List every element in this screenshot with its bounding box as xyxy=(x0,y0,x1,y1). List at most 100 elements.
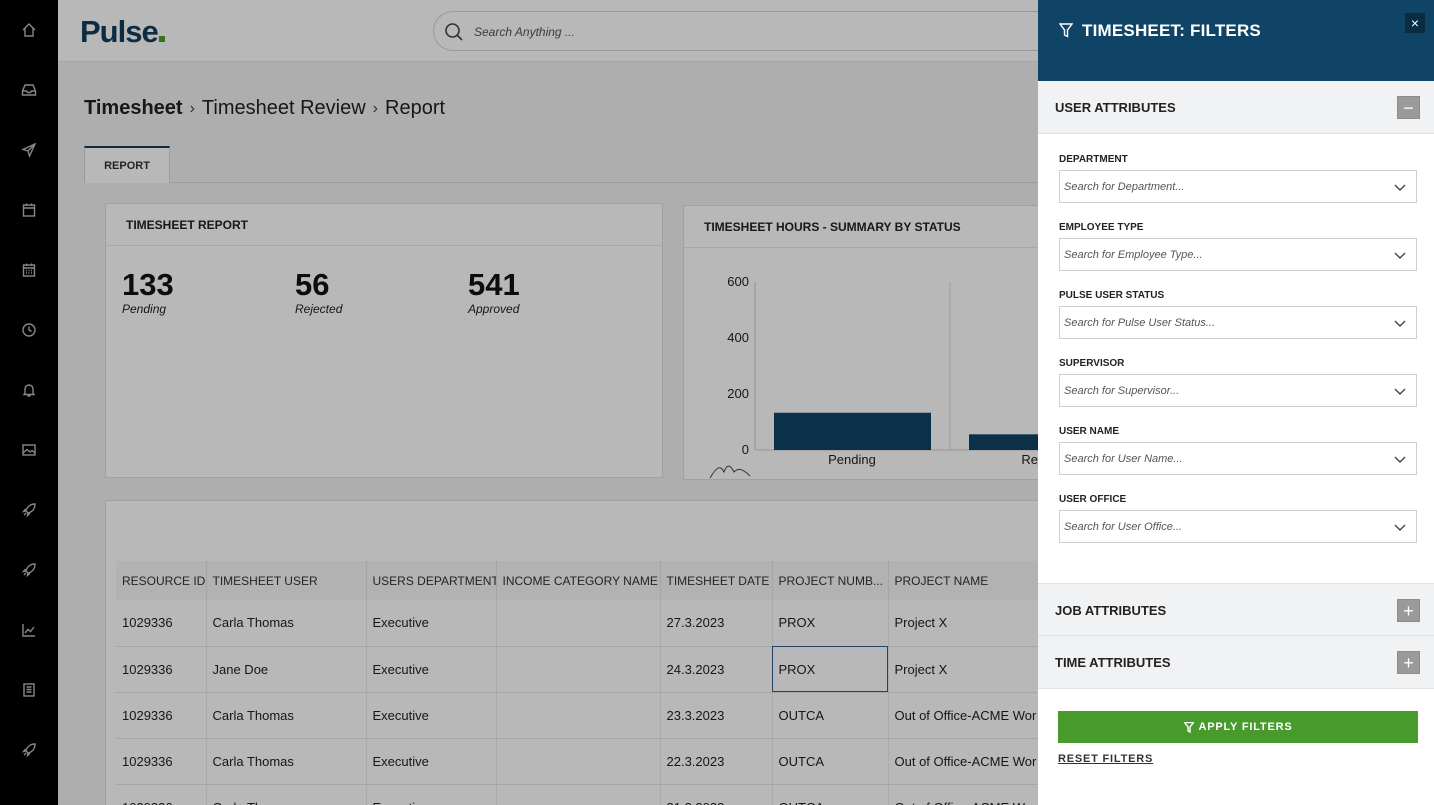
table-cell[interactable] xyxy=(496,600,661,647)
table-cell[interactable]: PROX xyxy=(772,646,889,693)
chevron-right-icon: › xyxy=(189,99,195,117)
nav-home[interactable] xyxy=(0,10,58,50)
table-cell[interactable]: Jane Doe xyxy=(206,646,367,693)
job-attributes-section[interactable]: JOB ATTRIBUTES + xyxy=(1038,583,1434,636)
expand-toggle[interactable]: + xyxy=(1397,599,1420,622)
apply-filters-button[interactable]: APPLY FILTERS xyxy=(1058,711,1418,743)
modal-backdrop[interactable] xyxy=(0,0,1038,805)
breadcrumb-root[interactable]: Timesheet xyxy=(84,97,183,119)
table-cell[interactable]: 21.3.2023 xyxy=(660,784,773,805)
table-cell[interactable]: Executive xyxy=(366,738,497,785)
chevron-down-icon xyxy=(1394,320,1406,327)
table-cell[interactable]: Carla Thomas xyxy=(206,738,367,785)
table-cell[interactable]: 1029336 xyxy=(116,738,207,785)
search-input[interactable] xyxy=(474,21,1074,43)
breadcrumb-level2[interactable]: Timesheet Review xyxy=(201,97,366,119)
user-attributes-section[interactable]: USER ATTRIBUTES − xyxy=(1038,81,1434,134)
nav-media[interactable] xyxy=(0,430,58,470)
table-cell[interactable]: PROX xyxy=(772,600,889,647)
bar-chart: 6004002000PendingRejected xyxy=(709,274,1102,479)
nav-send[interactable] xyxy=(0,130,58,170)
stat-approved: 541 Approved xyxy=(468,268,520,317)
table-cell[interactable]: Carla Thomas xyxy=(206,600,367,647)
close-button[interactable]: × xyxy=(1405,13,1425,33)
table-cell[interactable]: Out of Office-ACME Wor xyxy=(888,692,1049,739)
nav-launch-1[interactable] xyxy=(0,490,58,530)
collapse-toggle[interactable]: − xyxy=(1397,96,1420,119)
table-cell[interactable]: 1029336 xyxy=(116,692,207,739)
table-cell[interactable] xyxy=(496,646,661,693)
filter-search-input[interactable] xyxy=(1064,518,1374,536)
pulse-logo[interactable]: Pulse xyxy=(80,14,165,50)
filter-search-input[interactable] xyxy=(1064,382,1374,400)
reset-filters-link[interactable]: RESET FILTERS xyxy=(1058,753,1154,765)
section-title: USER ATTRIBUTES xyxy=(1055,100,1176,115)
filter-dropdown[interactable] xyxy=(1059,170,1417,203)
y-tick-label: 200 xyxy=(727,386,749,401)
table-cell[interactable]: Carla Thomas xyxy=(206,692,367,739)
table-row[interactable]: 1029336 Carla Thomas Executive 22.3.2023 OUT… xyxy=(116,738,1049,785)
nav-timesheet[interactable] xyxy=(0,310,58,350)
table-cell[interactable]: 23.3.2023 xyxy=(660,692,773,739)
stat-label: Pending xyxy=(122,302,167,316)
table-cell[interactable]: 1029336 xyxy=(116,600,207,647)
filter-dropdown[interactable] xyxy=(1059,374,1417,407)
filter-search-input[interactable] xyxy=(1064,178,1374,196)
table-cell[interactable]: 22.3.2023 xyxy=(660,738,773,785)
table-cell[interactable]: Executive xyxy=(366,692,497,739)
tab-bar: REPORT xyxy=(84,146,1424,183)
table-cell[interactable]: 1029336 xyxy=(116,646,207,693)
nav-calendar[interactable] xyxy=(0,190,58,230)
filter-dropdown[interactable] xyxy=(1059,442,1417,475)
table-row[interactable]: 1029336 Jane Doe Executive 24.3.2023 PROX Pro… xyxy=(116,646,1049,693)
nav-launch-3[interactable] xyxy=(0,730,58,770)
column-header[interactable]: USERS DEPARTMENT xyxy=(366,561,497,600)
table-cell[interactable]: OUTCA xyxy=(772,738,889,785)
table-cell[interactable]: 24.3.2023 xyxy=(660,646,773,693)
column-header[interactable]: RESOURCE ID xyxy=(116,561,207,600)
filter-dropdown[interactable] xyxy=(1059,306,1417,339)
nav-analytics[interactable] xyxy=(0,610,58,650)
table-cell[interactable]: 27.3.2023 xyxy=(660,600,773,647)
nav-notifications[interactable] xyxy=(0,370,58,410)
nav-launch-2[interactable] xyxy=(0,550,58,590)
table-cell[interactable]: Carla Thomas xyxy=(206,784,367,805)
filter-dropdown[interactable] xyxy=(1059,238,1417,271)
table-row[interactable]: 1029336 Carla Thomas Executive 23.3.2023 OUT… xyxy=(116,692,1049,739)
filter-dropdown[interactable] xyxy=(1059,510,1417,543)
time-attributes-section[interactable]: TIME ATTRIBUTES + xyxy=(1038,636,1434,689)
column-header[interactable]: PROJECT NUMB... xyxy=(772,561,889,600)
table-row[interactable]: 1029336 Carla Thomas Executive 27.3.2023 PRO… xyxy=(116,600,1049,647)
table-cell[interactable]: Project X xyxy=(888,600,1049,647)
table-cell[interactable] xyxy=(496,784,661,805)
table-cell[interactable]: OUTCA xyxy=(772,784,889,805)
table-cell[interactable]: Executive xyxy=(366,646,497,693)
column-header[interactable]: TIMESHEET USER xyxy=(206,561,367,600)
table-header-row: RESOURCE ID TIMESHEET USER USERS DEPARTMEN… xyxy=(116,561,1049,600)
stat-rejected: 56 Rejected xyxy=(295,268,342,317)
table-cell[interactable]: Out of Office-ACME Wor xyxy=(888,738,1049,785)
tab-report[interactable]: REPORT xyxy=(84,146,170,183)
expand-toggle[interactable]: + xyxy=(1397,651,1420,674)
table-cell[interactable] xyxy=(496,738,661,785)
nav-documents[interactable] xyxy=(0,670,58,710)
table-cell[interactable] xyxy=(496,692,661,739)
table-cell[interactable]: Project X xyxy=(888,646,1049,693)
global-search[interactable] xyxy=(433,11,1133,51)
x-tick-label: Pending xyxy=(828,452,876,467)
breadcrumb: Timesheet › Timesheet Review › Report xyxy=(84,97,445,120)
filter-search-input[interactable] xyxy=(1064,450,1374,468)
table-cell[interactable]: OUTCA xyxy=(772,692,889,739)
table-cell[interactable]: Executive xyxy=(366,784,497,805)
y-tick-label: 0 xyxy=(742,442,749,457)
column-header[interactable]: TIMESHEET DATE xyxy=(660,561,773,600)
filter-search-input[interactable] xyxy=(1064,246,1374,264)
column-header[interactable]: PROJECT NAME xyxy=(888,561,1049,600)
table-cell[interactable]: 1029336 xyxy=(116,784,207,805)
column-header[interactable]: INCOME CATEGORY NAME xyxy=(496,561,661,600)
table-cell[interactable]: Executive xyxy=(366,600,497,647)
nav-schedule[interactable] xyxy=(0,250,58,290)
nav-inbox[interactable] xyxy=(0,70,58,110)
filter-search-input[interactable] xyxy=(1064,314,1374,332)
